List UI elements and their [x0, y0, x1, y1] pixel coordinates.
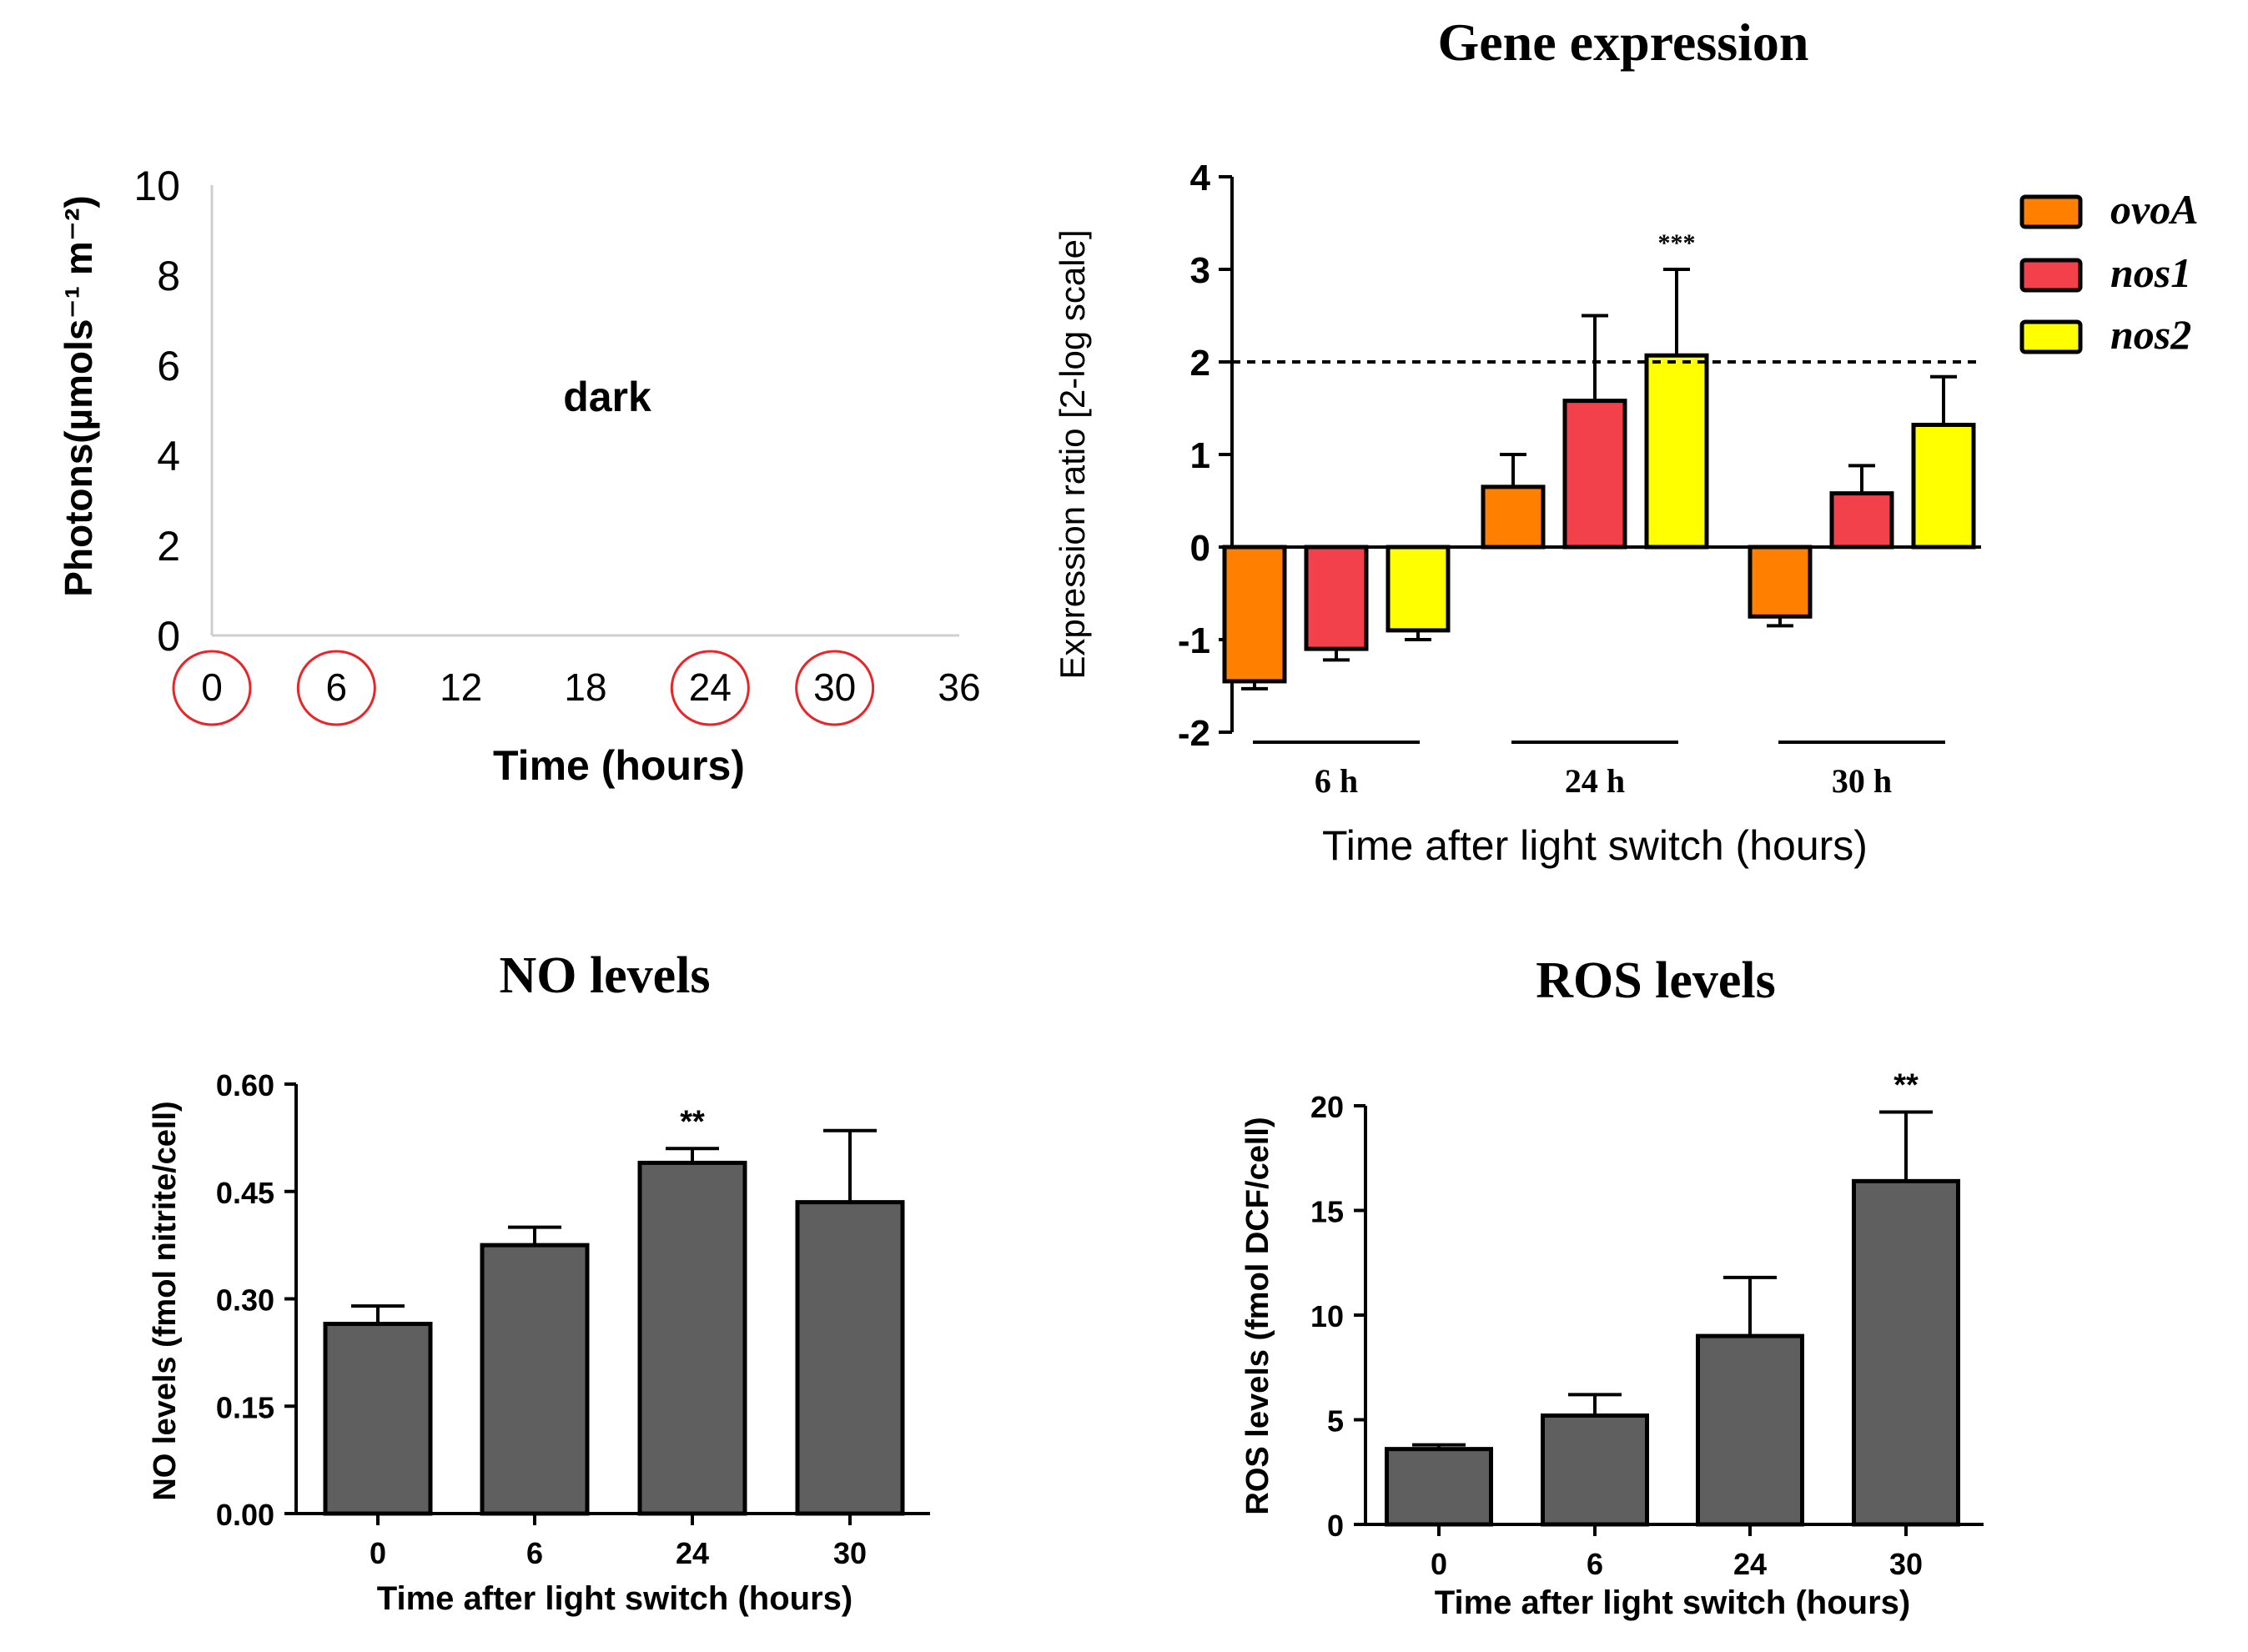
gene-category-label: 30 h — [1832, 762, 1892, 800]
no-x-axis-label: Time after light switch (hours) — [377, 1580, 852, 1617]
gene-category-label: 6 h — [1315, 762, 1358, 800]
no-x-tick-label: 0 — [370, 1536, 386, 1570]
no-chart-title: NO levels — [499, 947, 710, 1004]
ros-bar — [1852, 1178, 1960, 1527]
ros-x-tick-label: 24 — [1733, 1547, 1767, 1581]
no-bar — [637, 1160, 747, 1516]
legend-swatch-ovoA — [2019, 194, 2083, 229]
no-x-tick-label: 30 — [833, 1536, 867, 1570]
bar-nos1 — [1562, 399, 1627, 550]
gene-y-tick-label: 3 — [1190, 250, 1210, 291]
ros-bar — [1696, 1333, 1804, 1527]
gene-y-axis-label: Expression ratio [2-log scale] — [1053, 229, 1092, 679]
gene-category-label: 24 h — [1565, 762, 1625, 800]
legend-label-nos2: nos2 — [2110, 311, 2191, 358]
light-y-tick-label: 0 — [157, 613, 180, 660]
ros-y-tick-label: 5 — [1327, 1404, 1344, 1439]
light-y-tick-label: 10 — [133, 163, 180, 209]
no-bar — [795, 1200, 905, 1516]
bar-nos2 — [1644, 353, 1709, 550]
gene-y-tick-label: 0 — [1190, 528, 1210, 569]
gene-x-axis-label: Time after light switch (hours) — [1322, 822, 1868, 869]
gene-chart-title: Gene expression — [1437, 13, 1808, 72]
highlight-circle — [296, 650, 376, 726]
legend-swatch-nos2 — [2019, 319, 2083, 354]
light-x-tick-label: 24 — [689, 665, 732, 709]
ros-chart-title: ROS levels — [1536, 952, 1776, 1009]
light-y-tick-label: 2 — [157, 523, 180, 570]
ros-x-axis-label: Time after light switch (hours) — [1435, 1584, 1910, 1621]
no-y-tick-label: 0.45 — [216, 1176, 274, 1210]
no-y-tick-label: 0.60 — [216, 1068, 274, 1102]
highlight-circle — [795, 650, 875, 726]
light-x-tick-label: 30 — [813, 665, 856, 709]
gene-y-tick-label: 2 — [1190, 343, 1210, 384]
no-y-tick-label: 0.00 — [216, 1498, 274, 1532]
ros-x-tick-label: 30 — [1889, 1547, 1923, 1581]
no-x-tick-label: 24 — [676, 1536, 709, 1570]
bar-ovoA — [1481, 485, 1546, 550]
bar-ovoA — [1222, 545, 1287, 684]
legend-label-nos1: nos1 — [2110, 249, 2191, 296]
legend-swatch-nos1 — [2019, 258, 2083, 293]
gene-legend: ovoA nos1 nos2 — [2019, 186, 2199, 358]
dark-annotation: dark — [563, 374, 651, 420]
gene-y-tick-label: 1 — [1190, 435, 1210, 476]
light-y-tick-label: 6 — [157, 343, 180, 389]
light-x-axis-label: Time (hours) — [493, 742, 745, 789]
bar-ovoA — [1748, 545, 1813, 619]
ros-y-tick-label: 20 — [1310, 1090, 1344, 1124]
ros-bar — [1385, 1447, 1493, 1527]
no-y-tick-label: 0.15 — [216, 1390, 274, 1424]
ros-x-tick-label: 6 — [1587, 1547, 1603, 1581]
no-bar — [323, 1322, 433, 1516]
highlight-circle — [172, 650, 252, 726]
bar-nos2 — [1386, 545, 1451, 633]
ros-y-axis-label: ROS levels (fmol DCF/cell) — [1240, 1117, 1275, 1514]
ros-bar — [1541, 1413, 1649, 1527]
no-y-axis-label: NO levels (fmol nitrite/cell) — [148, 1101, 183, 1500]
significance-marker: ** — [1893, 1068, 1919, 1103]
bar-nos1 — [1304, 545, 1369, 651]
bar-nos2 — [1911, 422, 1976, 550]
light-x-tick-label: 0 — [201, 665, 223, 709]
light-y-tick-label: 8 — [157, 253, 180, 299]
gene-y-tick-label: 4 — [1190, 158, 1211, 198]
ros-y-tick-label: 15 — [1310, 1195, 1344, 1229]
no-y-tick-label: 0.30 — [216, 1283, 274, 1318]
significance-marker: *** — [1658, 229, 1696, 257]
legend-label-ovoA: ovoA — [2110, 186, 2199, 233]
ros-y-tick-label: 0 — [1327, 1509, 1344, 1543]
light-y-axis-label: Photons(µmols⁻¹ m⁻²) — [57, 195, 100, 596]
light-x-tick-label: 18 — [564, 665, 606, 709]
ros-x-tick-label: 0 — [1431, 1547, 1447, 1581]
gene-y-tick-label: -1 — [1178, 620, 1210, 661]
bar-nos1 — [1829, 491, 1894, 550]
light-x-tick-label: 36 — [938, 665, 980, 709]
significance-marker: ** — [680, 1104, 705, 1139]
no-bar — [480, 1243, 590, 1516]
no-x-tick-label: 6 — [526, 1536, 543, 1570]
light-x-tick-label: 6 — [326, 665, 348, 709]
ros-y-tick-label: 10 — [1310, 1299, 1344, 1333]
light-x-tick-label: 12 — [440, 665, 482, 709]
highlight-circle — [670, 650, 750, 726]
gene-y-tick-label: -2 — [1178, 713, 1210, 754]
light-y-tick-label: 4 — [157, 433, 180, 480]
